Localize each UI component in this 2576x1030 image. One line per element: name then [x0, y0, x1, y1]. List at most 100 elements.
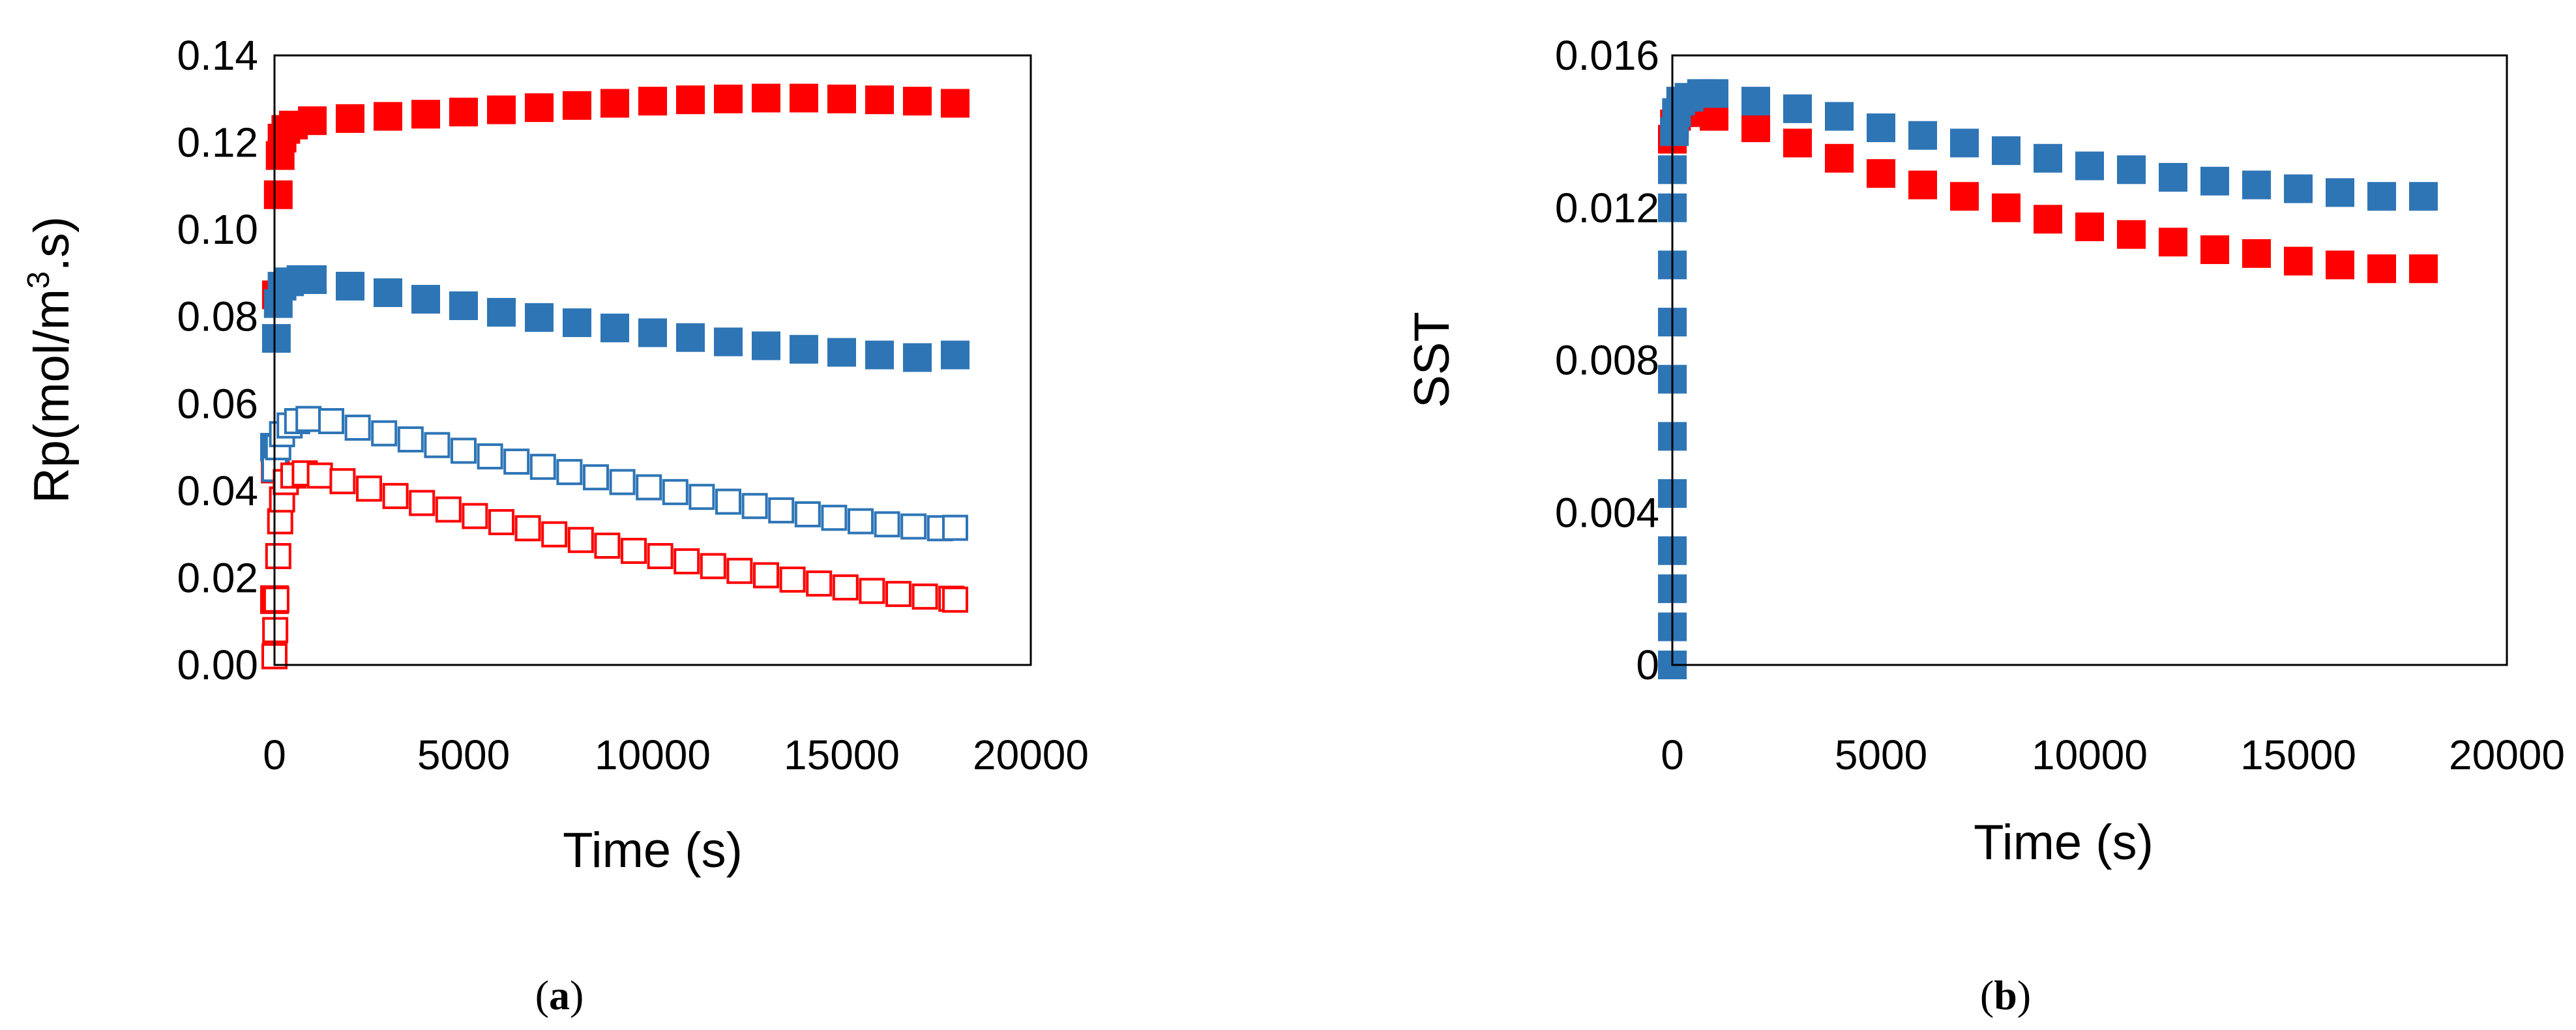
x-tick-label-b: 10000 [2032, 731, 2148, 778]
data-point [318, 408, 344, 434]
data-point [411, 285, 440, 314]
data-point [676, 323, 705, 352]
data-point [636, 474, 662, 501]
data-point [487, 95, 516, 125]
x-axis-title-a: Time (s) [563, 823, 743, 878]
data-point [700, 553, 726, 580]
data-point [600, 314, 629, 343]
x-tick-label-b: 0 [1661, 731, 1684, 778]
x-tick-label-a: 5000 [417, 731, 510, 778]
data-point [1908, 170, 1937, 199]
data-point [411, 100, 440, 129]
data-point [794, 501, 821, 527]
data-point [583, 464, 609, 491]
x-tick-label-a: 0 [263, 731, 286, 778]
data-point [865, 340, 894, 370]
data-point [503, 449, 530, 475]
data-point [556, 459, 583, 486]
data-point [261, 324, 291, 353]
data-point [449, 97, 478, 126]
y-ticks-a: 0.00 0.02 0.04 0.06 0.08 0.10 0.12 0.14 [177, 32, 258, 688]
x-axis-title-b: Time (s) [1974, 815, 2154, 870]
data-point [1783, 94, 1812, 123]
data-point [1783, 128, 1812, 158]
chart-panel-b: 0 0.004 0.008 0.012 0.016 0 5000 10000 15000 200… [1404, 32, 2565, 1018]
data-point [714, 327, 743, 357]
data-point [2284, 246, 2313, 276]
data-point [2117, 155, 2146, 184]
data-point [676, 85, 705, 115]
series-a-1 [260, 265, 970, 462]
data-point [715, 488, 741, 515]
data-point [409, 490, 436, 516]
data-point [371, 420, 398, 447]
data-point [752, 83, 780, 113]
data-point [942, 514, 968, 541]
data-point [2242, 239, 2271, 268]
data-point [900, 513, 927, 540]
data-point [563, 91, 591, 120]
data-point [726, 557, 753, 584]
plot-frame-b [1671, 54, 2508, 666]
data-point [336, 271, 364, 301]
y-axis-title-b: SST [1404, 312, 1460, 408]
x-tick-label-b: 20000 [2449, 731, 2565, 778]
y-tick-label-a: 0.12 [177, 119, 258, 166]
data-point [752, 331, 780, 360]
data-point [753, 562, 779, 589]
data-point [263, 180, 293, 209]
data-point [295, 405, 322, 432]
data-point [647, 543, 674, 570]
data-point [600, 89, 629, 118]
data-point [662, 478, 688, 505]
data-point [2034, 143, 2062, 173]
plot-frame-a [273, 54, 1032, 666]
data-point [298, 265, 327, 294]
data-point [911, 583, 938, 610]
data-point [397, 426, 424, 453]
data-point [2034, 205, 2062, 234]
data-point [329, 468, 356, 495]
data-point [298, 106, 327, 136]
data-point [827, 84, 856, 113]
data-point [2117, 220, 2146, 249]
data-point [779, 566, 806, 593]
data-point [790, 83, 818, 113]
series-b-1 [1658, 79, 2438, 679]
x-tick-label-a: 15000 [784, 731, 900, 778]
y-tick-label-a: 0.04 [177, 467, 258, 514]
data-point [1825, 102, 1854, 131]
data-point [2367, 182, 2396, 211]
data-point [2159, 228, 2187, 257]
data-point [374, 102, 402, 131]
data-point [336, 104, 364, 133]
data-point [941, 89, 970, 118]
data-point [674, 548, 700, 575]
data-point [1908, 121, 1937, 150]
data-point [1992, 136, 2021, 166]
data-point [382, 482, 409, 509]
caption-a-letter: a [549, 972, 570, 1018]
data-point [435, 496, 462, 523]
data-point [741, 493, 768, 520]
data-point [848, 508, 874, 535]
data-point [2242, 170, 2271, 199]
data-point [638, 318, 667, 347]
data-point [638, 87, 667, 116]
caption-a: (a) [535, 972, 584, 1018]
series-b-0 [1658, 98, 2438, 284]
y-tick-label-a: 0.06 [177, 380, 258, 427]
data-point [821, 505, 848, 531]
data-point [2200, 166, 2229, 196]
caption-b-letter: b [1994, 972, 2017, 1018]
data-point [1741, 87, 1770, 116]
data-point [306, 462, 333, 489]
data-point [903, 87, 932, 116]
data-point [806, 570, 833, 597]
x-ticks-a: 0 5000 10000 15000 20000 [263, 731, 1089, 778]
y-axis-title-a-sup: 3 [22, 271, 56, 289]
data-point [567, 527, 594, 553]
y-tick-label-b: 0.012 [1555, 184, 1659, 231]
data-point [374, 278, 402, 307]
